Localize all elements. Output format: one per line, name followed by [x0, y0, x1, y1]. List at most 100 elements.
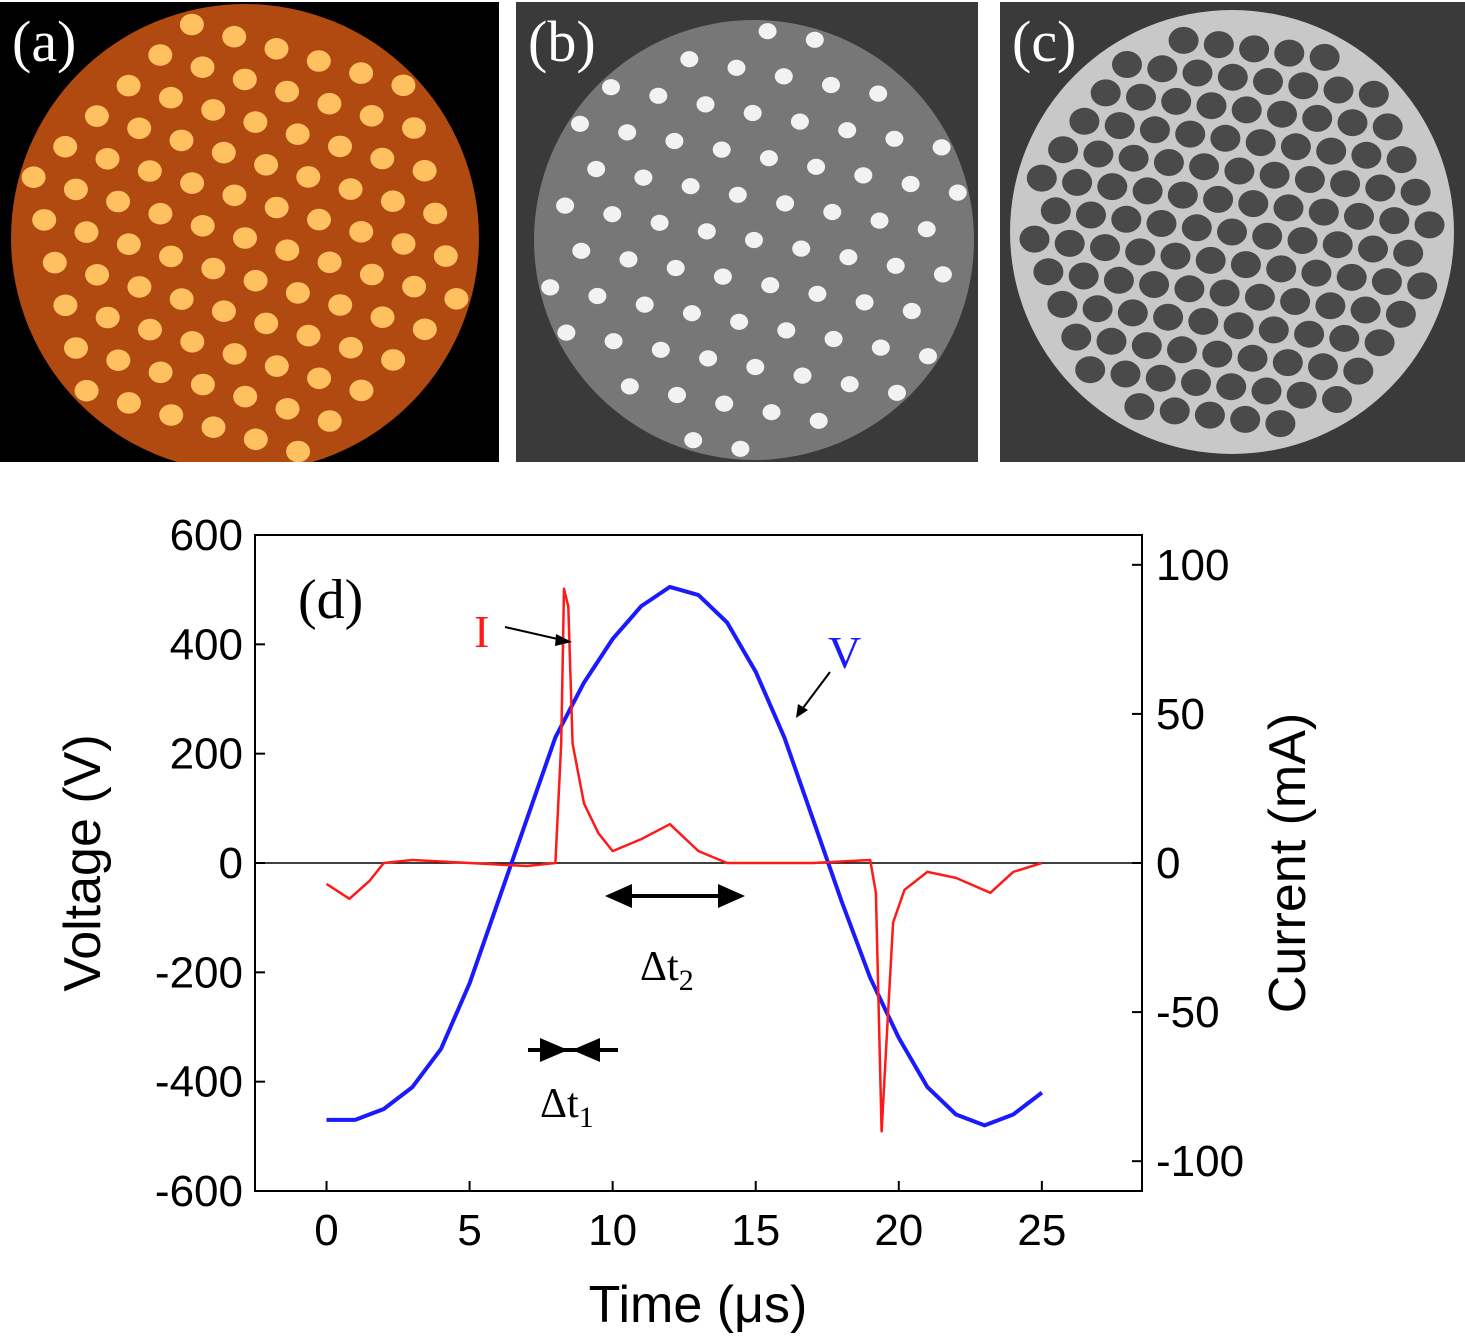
dark-hole	[1280, 288, 1311, 315]
y-left-tick-label: 600	[170, 511, 243, 560]
y-axis-right-title: Current (mA)	[1259, 713, 1317, 1013]
bright-spot	[307, 208, 331, 231]
dark-hole	[1167, 181, 1198, 209]
bright-spot	[423, 202, 448, 225]
bright-spot	[587, 160, 606, 178]
panel-c-holes	[1019, 26, 1445, 438]
dark-hole	[1224, 157, 1255, 185]
bright-spot	[776, 195, 795, 212]
bright-spot	[668, 386, 686, 404]
bright-spot	[541, 279, 560, 296]
annotation-i-arrowhead	[555, 634, 572, 646]
bright-spot	[743, 104, 762, 122]
x-tick-label: 25	[1017, 1206, 1066, 1255]
series-line-I	[325, 587, 1043, 1133]
bright-spot	[604, 333, 623, 350]
bright-spot	[650, 214, 669, 231]
bright-spot	[254, 312, 279, 335]
dt1-arrowhead-left	[572, 1038, 600, 1062]
panel-a-label: (a)	[12, 9, 77, 74]
dark-hole	[1147, 55, 1178, 83]
dark-hole	[1407, 272, 1438, 300]
series-line-V	[326, 584, 1044, 1128]
dt2-label: Δt2	[640, 944, 694, 997]
y-left-tick-label: -400	[155, 1058, 243, 1107]
bright-spot	[106, 190, 131, 213]
bright-spot	[840, 376, 859, 393]
dark-hole	[1097, 173, 1128, 201]
dark-hole	[1350, 296, 1381, 324]
bright-spot	[254, 154, 279, 176]
dark-hole	[1302, 104, 1333, 132]
dark-hole	[1161, 87, 1192, 115]
bright-spot	[380, 190, 405, 212]
bright-spot	[233, 227, 257, 249]
dark-hole	[1111, 205, 1142, 233]
bright-spot	[328, 294, 353, 316]
dark-hole	[1145, 364, 1176, 392]
bright-spot	[761, 277, 780, 294]
bright-spot	[901, 175, 920, 193]
dark-hole	[1330, 170, 1361, 198]
bright-spot	[402, 275, 427, 298]
dark-hole	[1217, 218, 1247, 246]
dark-hole	[1259, 161, 1290, 189]
dt2-arrowhead-left	[605, 884, 632, 908]
bright-spot	[793, 367, 812, 384]
dark-hole	[1414, 211, 1445, 239]
bright-spot	[919, 348, 937, 365]
bright-spot	[275, 398, 300, 420]
bright-spot	[870, 212, 889, 229]
bright-spot	[869, 85, 888, 102]
dark-hole	[1090, 234, 1120, 262]
dark-hole	[1090, 79, 1121, 107]
dark-hole	[1274, 39, 1305, 67]
bright-spot	[74, 379, 99, 402]
dark-hole	[1358, 235, 1388, 263]
bright-spot	[64, 337, 88, 359]
bright-spot	[95, 148, 120, 170]
bright-spot	[32, 209, 57, 231]
bright-spot	[127, 117, 152, 140]
bright-spot	[222, 184, 247, 207]
y-right-tick-label: -100	[1156, 1137, 1244, 1186]
bright-spot	[412, 318, 437, 341]
bright-spot	[948, 184, 967, 201]
bright-spot	[885, 130, 904, 147]
bright-spot	[190, 373, 215, 396]
bright-spot	[338, 178, 363, 200]
x-axis-title: Time (μs)	[589, 1276, 808, 1334]
dark-hole	[1181, 369, 1211, 396]
bright-spot	[179, 13, 204, 36]
bright-spot	[792, 240, 811, 257]
dark-hole	[1316, 137, 1347, 165]
bright-spot	[169, 288, 194, 310]
dark-hole	[1196, 92, 1227, 120]
y-right-tick-label: 0	[1156, 839, 1180, 888]
dark-hole	[1069, 107, 1100, 135]
dark-hole	[1125, 238, 1156, 266]
bright-spot	[285, 282, 310, 304]
bright-spot	[838, 122, 857, 139]
dark-hole	[1040, 197, 1071, 225]
dark-hole	[1132, 177, 1163, 205]
dark-hole	[1337, 109, 1368, 137]
dark-hole	[1062, 168, 1093, 196]
dark-hole	[1047, 290, 1078, 318]
bright-spot	[180, 172, 205, 194]
dark-hole	[1365, 174, 1396, 202]
dt2-arrowhead-right	[718, 884, 745, 908]
y-left-tick-label: -600	[155, 1167, 243, 1216]
bright-spot	[391, 233, 416, 255]
annotation-v: V	[828, 627, 861, 678]
dark-hole	[1167, 336, 1197, 364]
dark-hole	[1323, 76, 1354, 104]
dark-hole	[1266, 255, 1297, 283]
bright-spot	[745, 231, 763, 249]
dark-hole	[1174, 275, 1205, 303]
bright-spot	[201, 416, 226, 439]
bright-spot	[328, 135, 352, 158]
x-tick-label: 10	[588, 1206, 637, 1255]
bright-spot	[712, 141, 731, 158]
bright-spot	[243, 111, 268, 133]
